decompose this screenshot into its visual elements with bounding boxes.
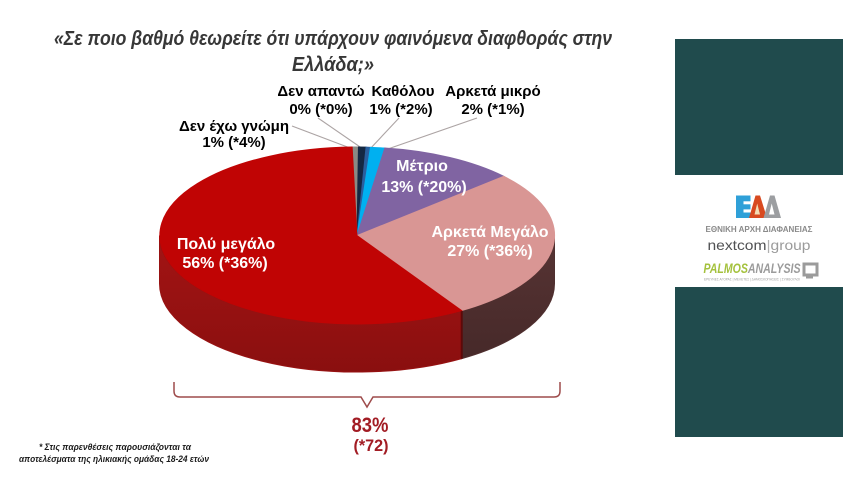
svg-text:1% (*2%): 1% (*2%) (369, 101, 432, 118)
svg-text:«Σε ποιο βαθμό θεωρείτε ότι υπ: «Σε ποιο βαθμό θεωρείτε ότι υπάρχουν φαι… (54, 28, 612, 50)
svg-text:Αρκετά μικρό: Αρκετά μικρό (445, 83, 540, 100)
svg-text:Αρκετά Μεγάλο: Αρκετά Μεγάλο (431, 224, 548, 241)
svg-text:Καθόλου: Καθόλου (371, 83, 434, 100)
svg-text:Ελλάδα;»: Ελλάδα;» (292, 54, 374, 76)
svg-text:PALMOSANALYSIS: PALMOSANALYSIS (704, 261, 801, 276)
svg-text:* Στις παρενθέσεις παρουσιάζον: * Στις παρενθέσεις παρουσιάζονται τα (39, 442, 192, 453)
svg-text:56% (*36%): 56% (*36%) (182, 255, 267, 272)
svg-text:Πολύ μεγάλο: Πολύ μεγάλο (177, 236, 276, 253)
svg-text:1% (*4%): 1% (*4%) (202, 134, 265, 151)
svg-text:0% (*0%): 0% (*0%) (289, 101, 352, 118)
svg-text:83%: 83% (352, 414, 389, 437)
svg-text:27% (*36%): 27% (*36%) (447, 243, 532, 260)
svg-text:13% (*20%): 13% (*20%) (381, 179, 466, 196)
svg-text:ΕΘΝΙΚΗ ΑΡΧΗ ΔΙΑΦΑΝΕΙΑΣ: ΕΘΝΙΚΗ ΑΡΧΗ ΔΙΑΦΑΝΕΙΑΣ (706, 225, 813, 234)
svg-text:2% (*1%): 2% (*1%) (461, 101, 524, 118)
svg-text:Δεν απαντώ: Δεν απαντώ (277, 83, 365, 100)
svg-text:Δεν έχω γνώμη: Δεν έχω γνώμη (179, 118, 289, 135)
svg-text:(*72): (*72) (354, 436, 389, 455)
svg-text:nextcom|group: nextcom |group (708, 237, 811, 253)
svg-text:αποτελέσματα της ηλικιακής ομά: αποτελέσματα της ηλικιακής ομάδας 18-24 … (19, 454, 210, 465)
svg-text:ΕΡΕΥΝΕΣ ΑΓΟΡΑΣ | ΜΕΛΕΤΕΣ | ΔΗΜ: ΕΡΕΥΝΕΣ ΑΓΟΡΑΣ | ΜΕΛΕΤΕΣ | ΔΗΜΟΣΚΟΠΗΣΕΙΣ… (704, 278, 800, 282)
svg-text:Μέτριο: Μέτριο (396, 158, 448, 175)
